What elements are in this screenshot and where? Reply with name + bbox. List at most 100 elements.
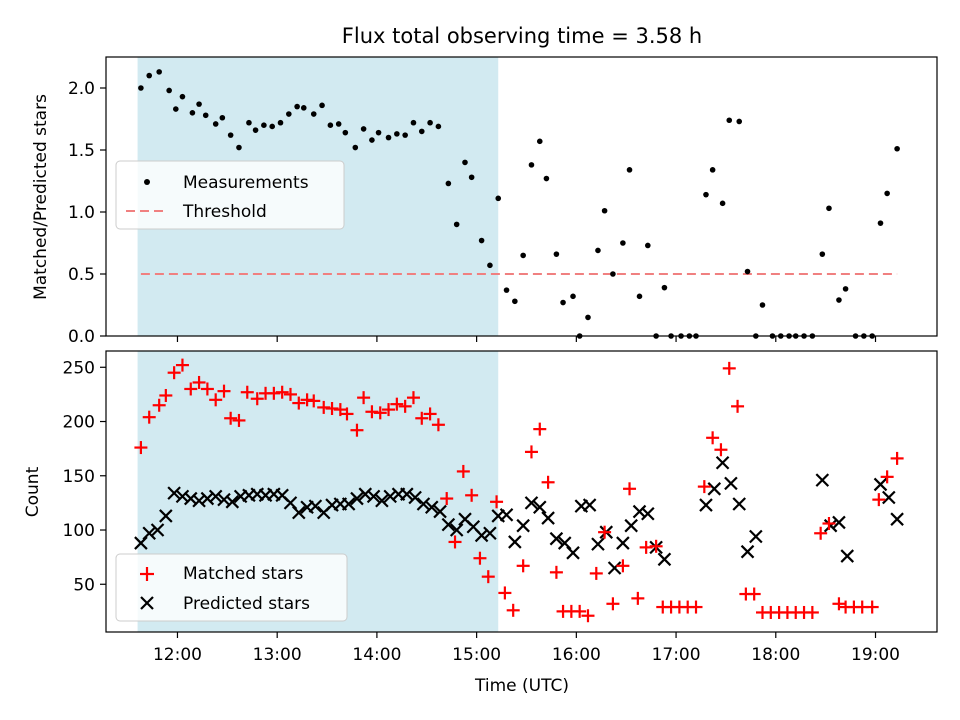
measurement-point [842,286,849,292]
measurement-point [585,314,591,321]
measurement-point [196,101,202,107]
predicted-star-point [549,531,564,546]
matched-star-point [872,493,886,507]
matched-star-point [382,403,396,417]
measurement-point [212,121,219,127]
matched-star-point [292,396,306,410]
measurement-point [884,190,890,197]
predicted-star-point [208,489,223,504]
top-y-axis-label: Matched/Predicted stars [31,94,51,300]
matched-star-point [448,535,462,549]
measurement-point [445,180,452,187]
predicted-star-point [632,504,647,519]
x-tick-label: 15:00 [452,645,501,665]
predicted-star-point [732,497,746,511]
measurement-point [877,220,884,226]
y-tick-label: 2.0 [68,79,95,99]
predicted-star-point [582,498,597,512]
matched-star-point [581,609,595,623]
measurement-point [166,87,172,94]
y-tick-label: 100 [63,521,95,541]
matched-star-point [606,597,620,611]
bottom-y-axis-label: Count [23,466,43,517]
predicted-star-point [292,505,306,520]
measurement-point [736,118,743,125]
matched-star-point [706,431,720,445]
predicted-star-point [508,535,522,549]
matched-star-point [307,394,321,408]
matched-star-point [217,384,231,398]
measurement-point [826,205,832,212]
matched-star-point [649,539,663,553]
measurement-point [202,112,209,119]
matched-star-point [865,600,879,614]
matched-star-point [490,495,504,509]
predicted-star-point [200,491,215,506]
matched-star-point [805,605,819,619]
measurement-point [478,237,485,244]
measurement-point [503,287,510,293]
predicted-star-point [225,495,240,509]
matched-star-point [598,525,612,539]
matched-star-point [589,566,603,580]
legend-predicted-label: Predicted stars [183,594,310,614]
x-tick-label: 16:00 [552,645,601,665]
x-tick-label: 17:00 [652,645,701,665]
measurement-point [520,252,526,259]
bottom-legend: Matched stars Predicted stars [115,553,348,622]
predicted-star-point [358,487,373,501]
measurement-point [759,302,766,308]
matched-star-point [232,413,246,427]
measurement-point [836,297,842,303]
measurement-point [719,200,726,207]
matched-star-point [192,375,206,389]
x-tick-label: 13:00 [253,645,302,665]
measurement-point [560,299,566,306]
measurement-point [512,298,518,305]
matched-star-point [714,443,728,457]
measurement-point [402,132,408,138]
measurement-point [645,242,651,249]
predicted-star-point [159,509,173,523]
measurement-point [335,121,342,127]
predicted-star-point [366,489,381,504]
x-tick-label: 19:00 [851,645,900,665]
predicted-star-point [175,489,190,504]
matched-star-point [516,559,530,573]
matched-star-point [350,423,364,437]
matched-star-point [822,517,836,531]
matched-star-point [390,397,404,411]
matched-star-point [465,488,479,502]
matched-star-point [200,382,214,396]
predicted-star-point [142,526,156,541]
predicted-star-point [740,544,755,559]
measurement-point [536,138,543,145]
predicted-star-point [308,499,323,513]
predicted-star-point [408,490,422,505]
matched-star-point [175,358,189,372]
measurement-point [543,175,550,182]
predicted-star-point [341,497,356,511]
matched-star-point [240,385,254,399]
predicted-star-point [192,493,206,508]
measurement-point [300,105,307,111]
matched-star-point [250,392,264,406]
measurement-point [394,131,400,137]
predicted-star-point [840,549,855,563]
measurement-point [744,268,751,275]
measurement-point [246,119,252,126]
predicted-star-point [533,500,547,515]
y-tick-label: 0.0 [68,327,95,347]
measurement-point [173,106,179,112]
predicted-star-point [375,493,389,508]
legend-predicted-marker [140,596,154,610]
measurement-point [528,162,535,168]
predicted-star-point [350,491,364,506]
ratio-panel: Flux total observing time = 3.58 h 0.00.… [31,24,938,347]
count-panel: 50 100 150 200 250 12:00 13:00 14:00 15:00 16:00… [23,350,938,696]
measurement-point [352,144,359,151]
y-tick-label: 200 [63,413,95,433]
matched-star-point [333,403,347,417]
measurement-point [369,137,375,143]
x-tick-label: 18:00 [751,645,800,665]
